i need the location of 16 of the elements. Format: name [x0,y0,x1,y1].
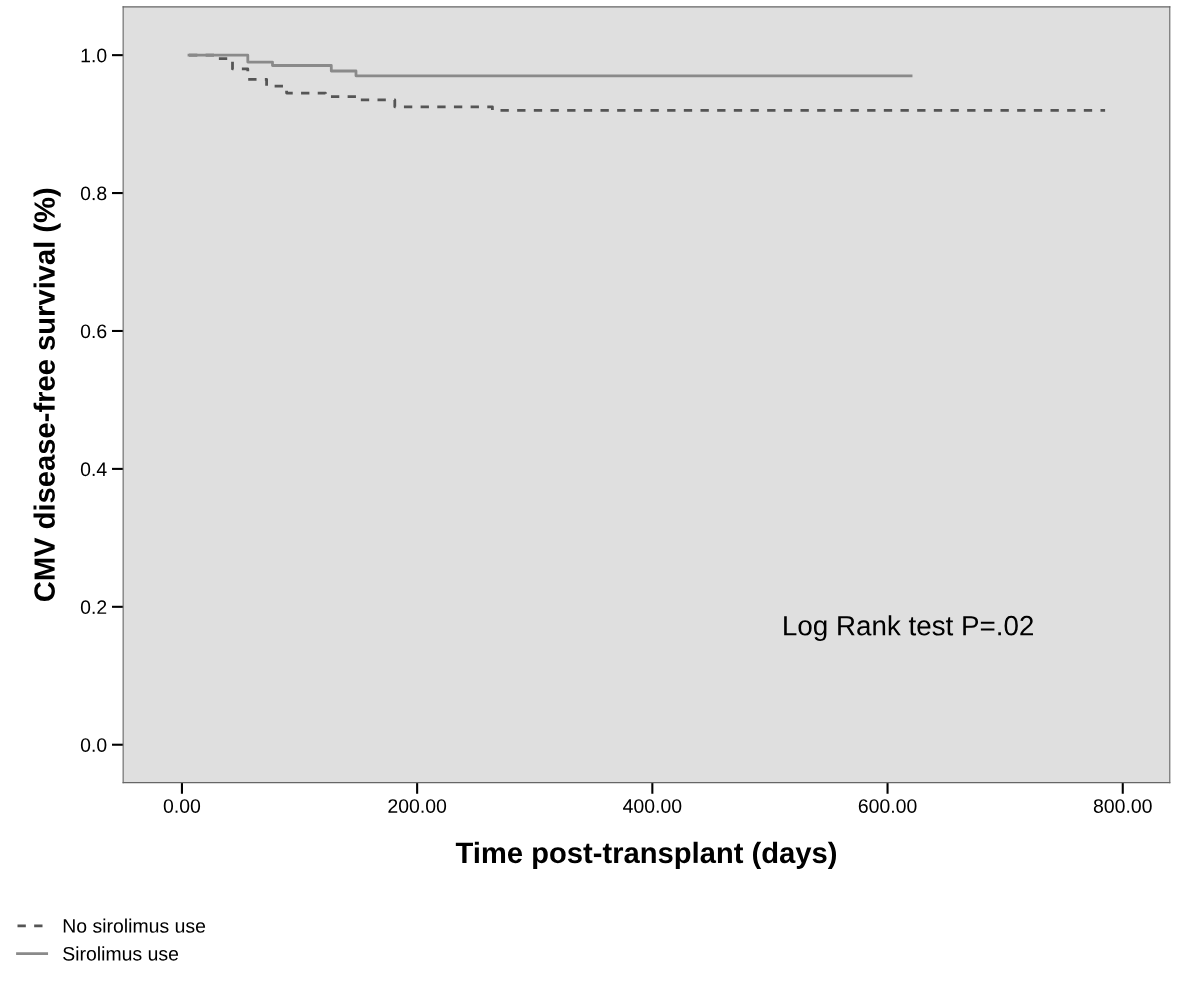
x-tick-label: 200.00 [388,799,447,813]
x-tick-label: 0.00 [163,799,201,813]
y-tick-label: 0.2 [80,600,107,615]
y-tick-label: 0.4 [80,462,107,477]
y-tick-label: 1.0 [81,48,107,63]
x-tick-label: 600.00 [858,799,917,813]
y-tick-label: 0.6 [80,324,107,339]
legend-label: Sirolimus use [63,946,179,961]
y-axis-title: CMV disease-free survival (%) [33,188,61,602]
legend-label: No sirolimus use [63,918,206,933]
annotation: Log Rank test P=.02 [784,615,1033,642]
x-tick-label: 400.00 [623,799,682,813]
y-tick-label: 0.8 [80,186,107,201]
x-tick-label: 800.00 [1093,799,1152,813]
x-axis-title: Time post-transplant (days) [455,841,836,869]
y-tick-label: 0.0 [80,738,107,752]
